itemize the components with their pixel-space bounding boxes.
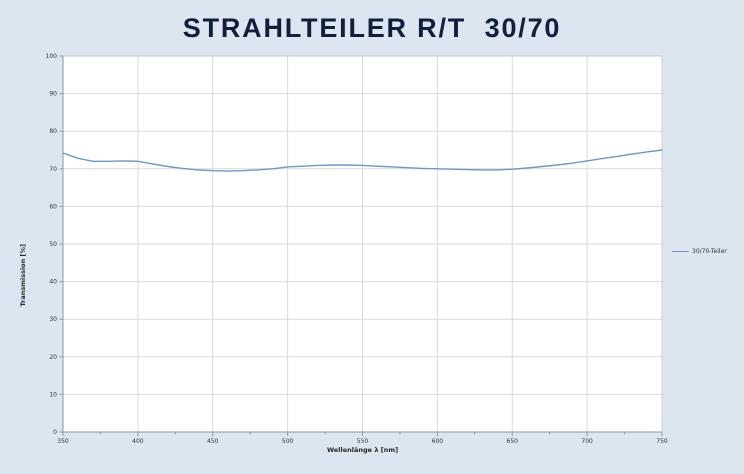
svg-text:450: 450 xyxy=(207,438,219,445)
svg-text:90: 90 xyxy=(49,91,57,98)
gridlines xyxy=(63,56,662,432)
y-tick-labels: 0 10 20 30 40 50 60 70 80 90 100 xyxy=(46,53,58,436)
svg-text:0: 0 xyxy=(53,429,57,436)
svg-text:550: 550 xyxy=(357,438,369,445)
legend-line-swatch xyxy=(672,251,689,252)
svg-text:30: 30 xyxy=(49,316,57,323)
svg-text:350: 350 xyxy=(57,438,69,445)
legend: 30/70-Teiler xyxy=(672,248,727,255)
svg-text:750: 750 xyxy=(656,438,668,445)
svg-text:100: 100 xyxy=(46,53,58,60)
svg-text:80: 80 xyxy=(49,128,57,135)
legend-label: 30/70-Teiler xyxy=(692,248,727,255)
series-line-30-70-teiler xyxy=(62,149,663,172)
svg-text:20: 20 xyxy=(49,354,57,361)
svg-text:500: 500 xyxy=(282,438,294,445)
svg-text:70: 70 xyxy=(49,166,57,173)
x-tick-labels: 350 400 450 500 550 600 650 700 750 xyxy=(57,438,668,445)
x-axis-title: Wellenlänge λ [nm] xyxy=(326,446,399,454)
svg-text:40: 40 xyxy=(49,279,57,286)
svg-text:600: 600 xyxy=(432,438,444,445)
page-title: STRAHLTEILER R/T 30/70 xyxy=(182,13,562,43)
svg-text:700: 700 xyxy=(581,438,593,445)
svg-text:10: 10 xyxy=(49,391,57,398)
tick-marks xyxy=(59,55,663,436)
svg-text:50: 50 xyxy=(49,241,57,248)
svg-text:60: 60 xyxy=(49,203,57,210)
svg-text:650: 650 xyxy=(507,438,519,445)
svg-text:400: 400 xyxy=(132,438,144,445)
